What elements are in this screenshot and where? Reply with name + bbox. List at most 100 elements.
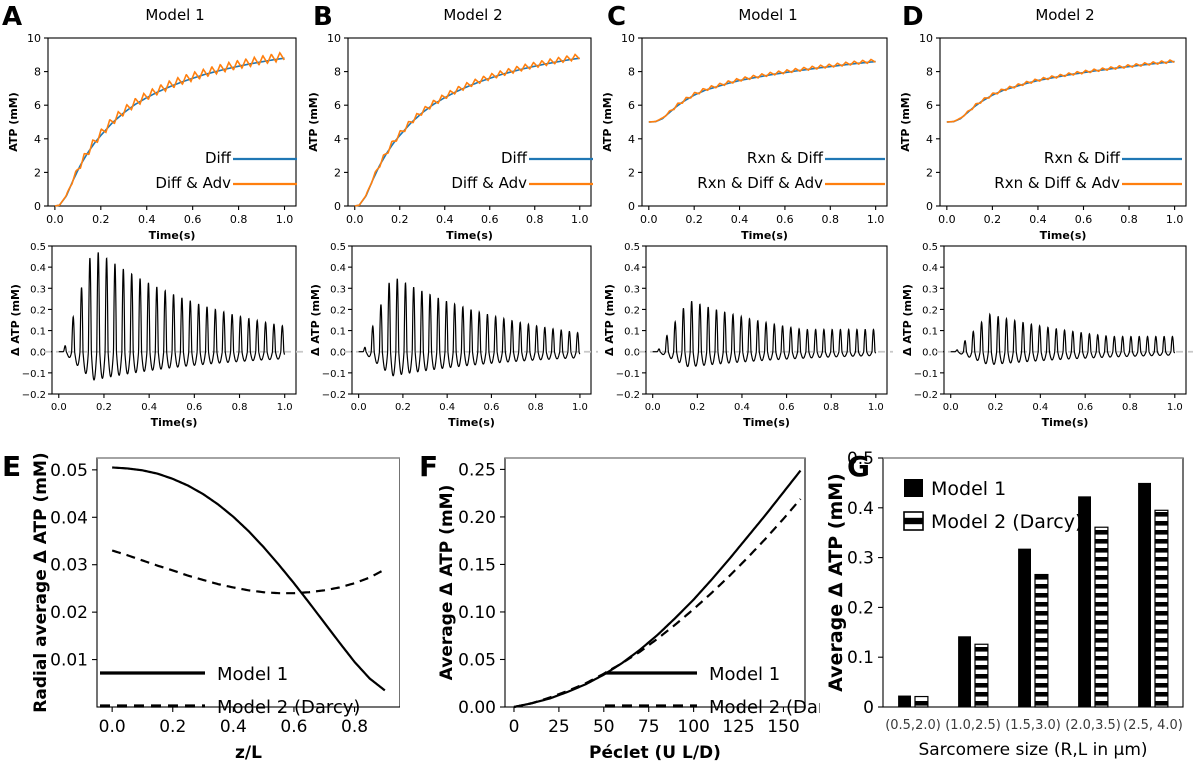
panel-b-charts: Model 2 0 2 4 6 8 10 0.0 0.2 0.4 0.6 0.8 1.0 Time(s)… [307, 6, 598, 429]
svg-text:−0.1: −0.1 [616, 369, 640, 380]
svg-text:150: 150 [767, 717, 799, 737]
svg-text:0.4: 0.4 [436, 213, 454, 226]
svg-text:0.0: 0.0 [330, 348, 346, 359]
svg-text:50: 50 [593, 717, 615, 737]
panel-f-axes: 0.00 0.05 0.10 0.15 0.20 0.25 0 25 50 75 100 125 150… [437, 457, 820, 763]
svg-text:0.3: 0.3 [624, 284, 640, 295]
svg-text:0.2: 0.2 [984, 213, 1002, 226]
svg-text:ATP (mM): ATP (mM) [899, 92, 912, 152]
svg-text:0.8: 0.8 [230, 213, 248, 226]
svg-text:ATP (mM): ATP (mM) [7, 92, 20, 152]
svg-text:Model 1: Model 1 [709, 664, 780, 685]
svg-text:0.5: 0.5 [847, 449, 874, 469]
svg-text:0.3: 0.3 [847, 549, 874, 569]
svg-text:4: 4 [926, 133, 933, 146]
svg-text:0.2: 0.2 [395, 402, 411, 413]
panel-letter-b: B [313, 2, 333, 32]
svg-text:1.0: 1.0 [1166, 213, 1184, 226]
svg-text:0.2: 0.2 [159, 717, 186, 737]
svg-text:0.2: 0.2 [96, 402, 112, 413]
svg-text:2: 2 [628, 166, 635, 179]
svg-text:0.2: 0.2 [30, 305, 46, 316]
panel-a: A Model 1 0 2 4 6 8 10 0.0 0.2 0.4 0.6 0.8 1.0 Time(… [0, 0, 305, 435]
svg-text:0.1: 0.1 [847, 648, 874, 668]
svg-text:0.0: 0.0 [640, 213, 658, 226]
svg-text:1.0: 1.0 [276, 213, 294, 226]
svg-text:0.2: 0.2 [391, 213, 409, 226]
svg-text:0.2: 0.2 [330, 305, 346, 316]
svg-text:4: 4 [628, 133, 635, 146]
svg-text:−0.1: −0.1 [322, 369, 346, 380]
panel-d-charts: Model 2 0 2 4 6 8 10 0.0 0.2 0.4 0.6 0.8 1.0 Time(s)… [899, 6, 1193, 429]
panel-d-bottom-axes: −0.2 −0.1 0.0 0.1 0.2 0.3 0.4 0.5 0.0 0.2 0.4 0.6 0.… [901, 242, 1193, 429]
panel-c-bottom-axes: −0.2 −0.1 0.0 0.1 0.2 0.3 0.4 0.5 0.0 0.2 0.4 0.6 0.… [603, 242, 893, 429]
svg-text:2: 2 [334, 166, 341, 179]
svg-text:Rxn & Diff & Adv: Rxn & Diff & Adv [994, 174, 1120, 192]
svg-text:0.1: 0.1 [922, 327, 938, 338]
svg-text:0.4: 0.4 [731, 213, 749, 226]
svg-text:0.4: 0.4 [734, 402, 750, 413]
svg-text:8: 8 [628, 66, 635, 79]
svg-text:0.10: 0.10 [458, 603, 496, 623]
svg-text:0.4: 0.4 [330, 263, 346, 274]
svg-text:0.4: 0.4 [847, 499, 874, 519]
panel-f-chart: 0.00 0.05 0.10 0.15 0.20 0.25 0 25 50 75 100 125 150… [437, 457, 820, 763]
svg-text:0: 0 [509, 717, 520, 737]
svg-text:0.04: 0.04 [50, 508, 88, 528]
svg-text:Δ ATP (mM): Δ ATP (mM) [603, 284, 616, 356]
panel-d-top-axes: 0 2 4 6 8 10 0.0 0.2 0.4 0.6 0.8 1.0 Time(s) ATP (mM)… [899, 32, 1187, 242]
panel-g: G 0 0.1 0.2 0.3 0.4 0.5 (0.5,2.0) (1.0,2.5) (1.5… [820, 440, 1193, 771]
svg-text:0.4: 0.4 [624, 263, 640, 274]
svg-text:0.0: 0.0 [351, 402, 367, 413]
svg-text:1.0: 1.0 [572, 402, 588, 413]
svg-text:Time(s): Time(s) [1040, 229, 1087, 242]
svg-text:0.3: 0.3 [330, 284, 346, 295]
svg-text:0.05: 0.05 [50, 461, 88, 481]
panel-letter-f: F [419, 450, 439, 483]
svg-text:1.0: 1.0 [868, 402, 884, 413]
svg-text:0.2: 0.2 [922, 305, 938, 316]
svg-text:0.15: 0.15 [458, 555, 496, 575]
svg-text:0.5: 0.5 [30, 242, 46, 253]
panel-a-title: Model 1 [145, 6, 204, 24]
svg-text:0.4: 0.4 [922, 263, 938, 274]
svg-text:0.4: 0.4 [141, 402, 157, 413]
svg-text:Diff: Diff [205, 149, 232, 167]
svg-text:(2.0,3.5): (2.0,3.5) [1065, 718, 1121, 733]
svg-text:1.0: 1.0 [277, 402, 293, 413]
panel-d-title: Model 2 [1035, 6, 1094, 24]
panel-b: B Model 2 0 2 4 6 8 10 0.0 0.2 0.4 0.6 0.8 1.0 Time(… [305, 0, 598, 435]
panel-b-top-axes: 0 2 4 6 8 10 0.0 0.2 0.4 0.6 0.8 1.0 Time(s) ATP (mM)… [307, 32, 593, 242]
svg-text:0.2: 0.2 [988, 402, 1004, 413]
svg-text:8: 8 [34, 66, 41, 79]
panel-e-chart: 0.01 0.02 0.03 0.04 0.05 0.0 0.2 0.4 0.6 0.8 z/L Ra… [31, 452, 400, 763]
svg-text:z/L: z/L [235, 743, 262, 763]
svg-text:0.6: 0.6 [280, 717, 307, 737]
svg-text:(2.5, 4.0): (2.5, 4.0) [1123, 718, 1183, 733]
panel-a-top-axes: 0 2 4 6 8 10 0.0 0.2 0.4 0.6 0.8 1.0 Time(s) ATP (mM)… [7, 32, 297, 242]
svg-text:6: 6 [34, 99, 41, 112]
svg-text:Model 1: Model 1 [217, 664, 288, 685]
svg-text:0.4: 0.4 [1029, 213, 1047, 226]
svg-text:4: 4 [34, 133, 41, 146]
svg-text:Sarcomere size (R,L in μm): Sarcomere size (R,L in μm) [918, 740, 1147, 760]
svg-text:Δ ATP (mM): Δ ATP (mM) [309, 284, 322, 356]
svg-text:0.0: 0.0 [938, 213, 956, 226]
svg-text:0.2: 0.2 [689, 402, 705, 413]
svg-text:Diff & Adv: Diff & Adv [155, 174, 231, 192]
svg-text:0.0: 0.0 [922, 348, 938, 359]
svg-text:0.0: 0.0 [99, 717, 126, 737]
svg-text:1.0: 1.0 [571, 213, 589, 226]
svg-text:0.6: 0.6 [1077, 402, 1093, 413]
svg-text:0.2: 0.2 [847, 598, 874, 618]
svg-text:Diff: Diff [501, 149, 528, 167]
svg-text:0: 0 [34, 200, 41, 213]
svg-text:Model 2 (Darcy): Model 2 (Darcy) [931, 511, 1082, 533]
svg-text:0.8: 0.8 [1120, 213, 1138, 226]
svg-text:Model 2 (Darcy): Model 2 (Darcy) [709, 697, 820, 718]
panel-c-top-axes: 0 2 4 6 8 10 0.0 0.2 0.4 0.6 0.8 1.0 Time(s) ATP (mM)… [601, 32, 888, 242]
svg-text:−0.1: −0.1 [914, 369, 938, 380]
svg-text:Time(s): Time(s) [149, 229, 196, 242]
svg-text:6: 6 [628, 99, 635, 112]
